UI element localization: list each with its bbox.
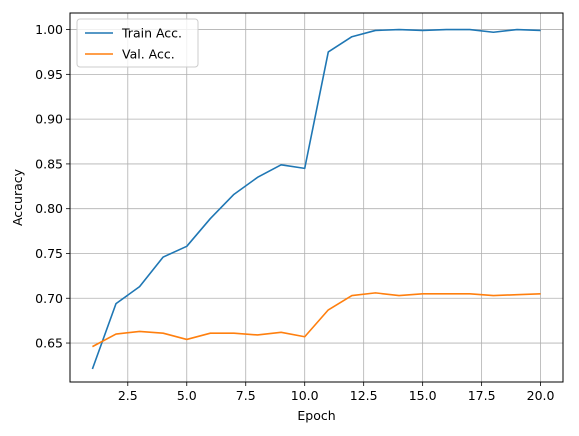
series-line-1 [91,28,541,370]
y-tick-label: 1.00 [35,22,63,37]
x-tick-label: 15.0 [409,388,437,403]
y-axis: 0.65 0.70 0.75 0.80 0.85 0.90 0.95 1.00 [35,22,70,351]
y-tick-label: 0.75 [35,246,63,261]
grid [70,13,563,382]
plot-frame [69,12,564,383]
x-tick-label: 2.5 [118,388,138,403]
y-tick-label: 0.65 [35,336,63,351]
y-tick-label: 0.95 [35,67,63,82]
y-axis-label: Accuracy [10,168,25,226]
series-line-2 [92,292,541,348]
x-tick-label: 7.5 [236,388,256,403]
x-tick-label: 5.0 [177,388,197,403]
series-layer [91,28,541,370]
legend-label: Train Acc. [121,26,182,41]
y-tick-label: 0.85 [35,156,63,171]
x-tick-label: 12.5 [350,388,378,403]
legend: Train Acc. Val. Acc. [76,18,199,68]
x-tick-label: 20.0 [527,388,555,403]
x-tick-label: 17.5 [468,388,496,403]
x-axis-label: Epoch [297,408,335,423]
y-tick-label: 0.70 [35,291,63,306]
y-tick-label: 0.80 [35,201,63,216]
y-tick-label: 0.90 [35,112,63,127]
x-axis: 2.5 5.0 7.5 10.0 12.5 15.0 17.5 20.0 [118,382,555,403]
legend-label: Val. Acc. [122,47,175,62]
legend-box [76,18,199,68]
x-tick-label: 10.0 [291,388,319,403]
